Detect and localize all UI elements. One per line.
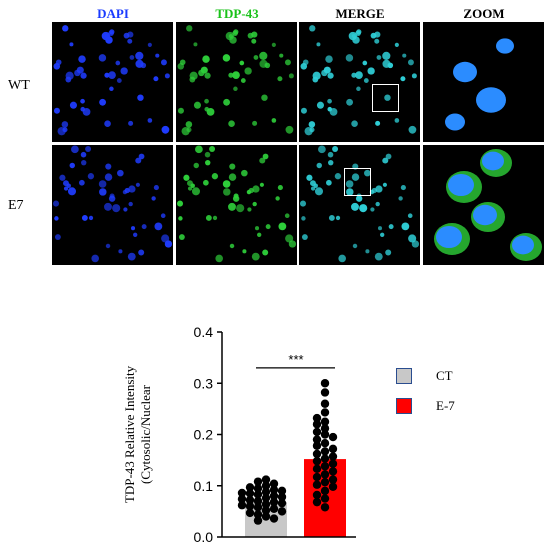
bar-chart: 0.0 0.1 0.2 0.3 0.4 *** TDP-43 Relative Intens… (122, 324, 356, 545)
data-point-ct-4 (245, 483, 255, 492)
data-point-ct-12 (269, 491, 279, 501)
data-point-ct-20 (261, 500, 271, 509)
y-tick-label-3: 0.3 (194, 375, 214, 391)
data-point-e7-31 (312, 490, 322, 500)
data-point-ct-10 (245, 489, 255, 498)
col-label-merge: MERGE (335, 6, 385, 21)
y-tick-label-0: 0.0 (194, 529, 214, 545)
data-point-e7-16 (312, 449, 322, 459)
panel-e7-zoom (423, 145, 544, 265)
data-point-e7-24 (320, 470, 330, 479)
data-point-ct-23 (253, 503, 263, 512)
data-point-e7-14 (328, 444, 338, 454)
panel-e7-tdp43 (176, 145, 297, 265)
data-point-ct-21 (237, 501, 247, 510)
data-point-ct-1 (253, 477, 263, 486)
data-point-ct-27 (245, 508, 255, 518)
data-point-ct-7 (277, 486, 287, 496)
data-point-e7-11 (312, 435, 322, 444)
panel-wt-merge (299, 22, 420, 142)
legend-swatch-e7 (396, 398, 412, 414)
data-point-e7-19 (312, 456, 322, 466)
data-point-e7-8 (312, 427, 322, 437)
y-tick-label-4: 0.4 (194, 324, 214, 340)
data-point-e7-29 (328, 482, 338, 491)
data-point-ct-18 (269, 497, 279, 507)
data-point-e7-10 (328, 432, 338, 442)
col-label-tdp43: TDP-43 (215, 6, 259, 21)
data-point-e7-21 (320, 462, 330, 471)
data-point-e7-17 (328, 452, 338, 461)
data-point-e7-18 (320, 454, 330, 463)
data-point-ct-24 (269, 504, 279, 514)
y-axis-label-line-1: (Cytosolic/Nuclear (138, 384, 153, 484)
col-label-dapi: DAPI (97, 6, 129, 21)
data-point-e7-2 (320, 399, 330, 408)
data-point-ct-14 (261, 493, 271, 503)
data-point-ct-19 (277, 498, 287, 508)
zoom-region-box-e7 (344, 168, 371, 196)
legend-swatch-ct (396, 368, 412, 384)
y-axis-label-line-0: TDP-43 Relative Intensity (122, 365, 137, 503)
data-point-ct-0 (261, 475, 271, 484)
data-point-e7-13 (312, 441, 322, 450)
data-point-e7-20 (328, 459, 338, 468)
data-point-e7-23 (328, 467, 338, 476)
data-point-e7-12 (320, 439, 330, 448)
data-point-ct-9 (237, 488, 247, 498)
data-point-e7-26 (328, 475, 338, 484)
data-point-ct-16 (245, 495, 255, 505)
data-point-ct-22 (245, 502, 255, 511)
data-point-ct-30 (269, 514, 279, 523)
data-point-e7-27 (320, 477, 330, 487)
legend-label-e7: E-7 (436, 398, 455, 413)
panel-e7-dapi (52, 145, 173, 265)
data-point-ct-8 (261, 487, 271, 497)
data-point-e7-33 (312, 497, 322, 507)
data-point-ct-5 (253, 484, 263, 493)
legend-label-ct: CT (436, 368, 453, 383)
data-point-e7-3 (320, 408, 330, 417)
row-label-e7: E7 (8, 198, 24, 213)
significance-label: *** (288, 352, 303, 367)
data-point-e7-28 (312, 480, 322, 489)
data-point-ct-15 (237, 494, 247, 504)
data-point-e7-22 (312, 464, 322, 474)
panel-e7-merge (299, 145, 420, 265)
data-point-e7-5 (320, 417, 330, 426)
data-point-ct-13 (277, 492, 287, 502)
panel-wt-tdp43 (176, 22, 297, 142)
data-point-ct-17 (253, 496, 263, 506)
data-point-ct-6 (269, 485, 279, 495)
panel-wt-dapi (52, 22, 173, 142)
y-tick-label-2: 0.2 (194, 427, 214, 443)
y-tick-label-1: 0.1 (194, 478, 214, 494)
data-point-e7-7 (320, 424, 330, 433)
data-point-e7-15 (320, 447, 330, 456)
col-label-zoom: ZOOM (463, 6, 505, 21)
data-point-ct-29 (261, 512, 271, 521)
data-point-ct-11 (253, 490, 263, 499)
data-point-e7-25 (312, 472, 322, 482)
data-point-ct-26 (277, 507, 287, 516)
data-point-e7-4 (312, 413, 322, 423)
data-point-e7-9 (320, 430, 330, 439)
data-point-e7-0 (320, 379, 330, 388)
data-point-e7-32 (320, 494, 330, 503)
data-point-ct-2 (269, 479, 279, 488)
row-label-wt: WT (8, 78, 30, 93)
data-point-ct-3 (261, 481, 271, 490)
panel-wt-zoom (423, 22, 544, 142)
data-point-e7-30 (320, 486, 330, 496)
data-point-e7-1 (320, 388, 330, 397)
data-point-ct-31 (253, 516, 263, 525)
data-point-ct-28 (253, 510, 263, 519)
data-point-e7-6 (312, 420, 322, 429)
zoom-region-box-wt (372, 84, 399, 112)
data-point-ct-25 (261, 506, 271, 515)
data-point-e7-34 (320, 503, 330, 512)
